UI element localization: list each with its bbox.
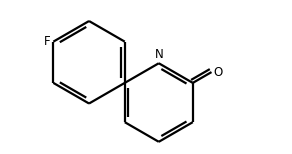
Text: O: O [213,66,223,79]
Text: F: F [44,35,51,48]
Text: N: N [154,48,163,61]
